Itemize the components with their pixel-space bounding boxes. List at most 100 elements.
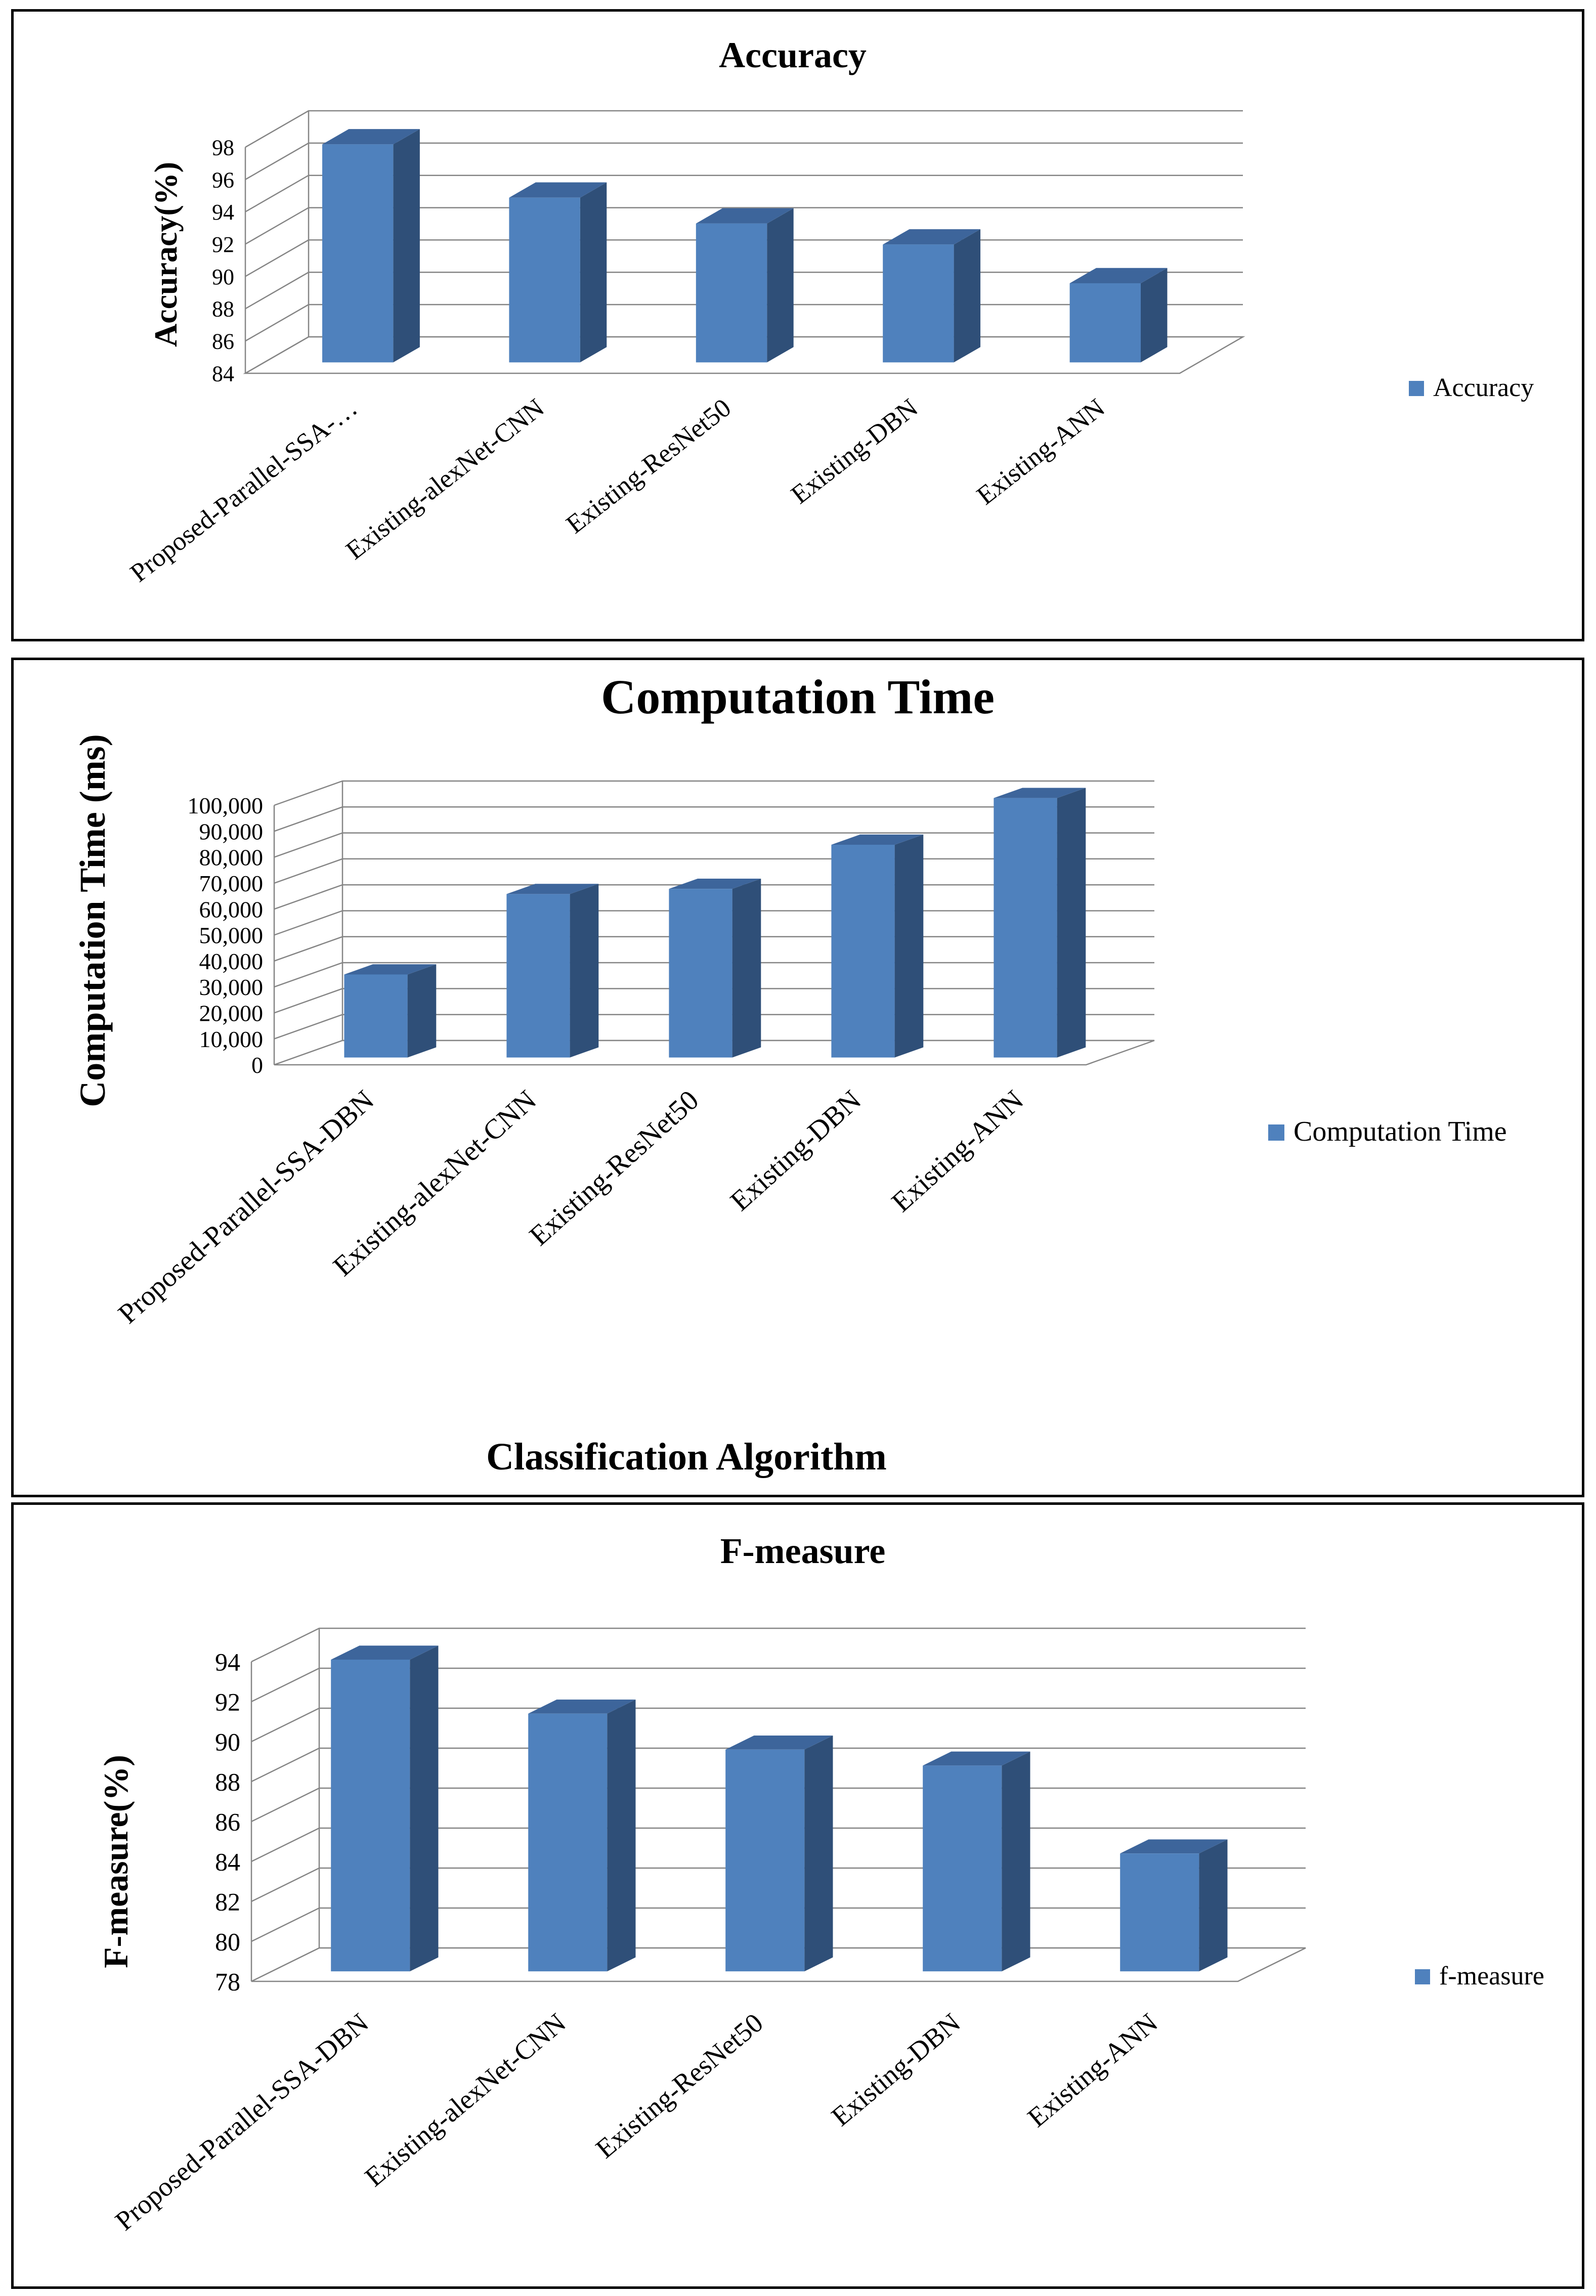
f-measure-chart-panel: F-measure 78 80 82 84 86 88 90 92 94 Proposed-Para…: [11, 1502, 1584, 2289]
bar-4: [1069, 283, 1141, 363]
bar-side: [1199, 1839, 1228, 1972]
y-tick-label: 88: [212, 297, 234, 322]
y-tick-label: 90: [212, 265, 234, 289]
chart-title: Computation Time: [601, 670, 995, 724]
bar-top: [923, 1751, 1030, 1766]
chart-title: Accuracy: [719, 35, 867, 75]
y-tick-label: 92: [215, 1688, 240, 1716]
bar-side: [1057, 788, 1086, 1058]
bar-4: [1120, 1853, 1199, 1972]
bar-1: [506, 894, 570, 1058]
y-tick-label: 10,000: [199, 1026, 264, 1052]
bar-top: [994, 788, 1086, 798]
y-tick-label: 94: [215, 1648, 240, 1676]
bar-top: [322, 129, 420, 145]
x-category-label: Existing-ResNet50: [590, 2007, 768, 2164]
y-tick-label: 90: [215, 1728, 240, 1756]
x-category-label: Proposed-Parallel-SSA-…: [125, 394, 363, 588]
y-tick-label: 70,000: [199, 871, 264, 896]
bar-top: [344, 964, 437, 975]
bar-1: [509, 197, 580, 363]
x-category-label: Existing-ANN: [972, 394, 1110, 511]
bar-3: [883, 244, 954, 363]
y-tick-label: 92: [212, 232, 234, 257]
x-category-label: Existing-ResNet50: [524, 1085, 705, 1252]
y-tick-label: 80: [215, 1928, 240, 1956]
x-category-label: Existing-ANN: [1022, 2007, 1163, 2133]
bar-side: [954, 229, 981, 363]
bar-top: [1069, 268, 1168, 283]
y-tick-label: 80,000: [199, 845, 264, 871]
bar-1: [528, 1713, 608, 1972]
y-tick-label: 84: [212, 361, 234, 386]
y-tick-label: 82: [215, 1888, 240, 1916]
x-category-label: Proposed-Parallel-SSA-DBN: [109, 2007, 374, 2236]
y-tick-label: 90,000: [199, 818, 264, 844]
x-category-label: Existing-DBN: [826, 2007, 966, 2132]
bar-side: [407, 964, 437, 1058]
legend-swatch: [1268, 1124, 1284, 1141]
legend-swatch: [1409, 381, 1424, 396]
bar-top: [1120, 1839, 1228, 1854]
computation-time-chart-panel: Computation Time 0 10,000 20,000 30,000 40,00…: [11, 658, 1584, 1497]
accuracy-chart-panel: Accuracy 84 86 88 90 92 94 96 98 Proposed-Paralle…: [11, 9, 1584, 641]
bar-4: [994, 798, 1057, 1058]
x-category-label: Existing-DBN: [786, 394, 923, 510]
y-tick-label: 86: [215, 1808, 240, 1836]
bar-side: [732, 878, 761, 1058]
bar-top: [509, 182, 607, 198]
bar-top: [696, 208, 794, 224]
y-tick-label: 98: [212, 135, 234, 160]
y-tick-label: 100,000: [188, 793, 264, 818]
bar-side: [607, 1699, 636, 1972]
chart-title: F-measure: [720, 1531, 886, 1571]
y-tick-label: 96: [212, 167, 234, 192]
y-tick-label: 20,000: [199, 1001, 264, 1026]
bar-0: [331, 1660, 410, 1972]
legend-label: f-measure: [1439, 1962, 1544, 1990]
x-category-label: Proposed-Parallel-SSA-DBN: [112, 1085, 380, 1330]
x-axis-label: Classification Algorithm: [486, 1436, 887, 1478]
y-tick-label: 94: [212, 200, 234, 225]
y-tick-label: 60,000: [199, 896, 264, 922]
y-tick-label: 40,000: [199, 948, 264, 974]
bar-2: [669, 889, 732, 1058]
bar-3: [831, 844, 895, 1058]
y-tick-label: 88: [215, 1768, 240, 1796]
legend-swatch: [1415, 1969, 1430, 1984]
y-axis-label: Computation Time (ms): [72, 734, 113, 1107]
bar-side: [804, 1736, 833, 1972]
legend-label: Computation Time: [1293, 1116, 1507, 1147]
y-tick-label: 30,000: [199, 974, 264, 1000]
bar-top: [831, 834, 924, 845]
x-category-label: Existing-ANN: [886, 1085, 1029, 1219]
bar-side: [393, 129, 420, 363]
bar-2: [725, 1749, 805, 1972]
f-measure-chart: F-measure 78 80 82 84 86 88 90 92 94 Proposed-Para…: [97, 1531, 1544, 2236]
x-category-label: Existing-ResNet50: [561, 394, 737, 540]
bar-top: [528, 1699, 636, 1714]
bar-side: [410, 1645, 439, 1972]
bar-top: [331, 1645, 439, 1660]
y-tick-label: 0: [251, 1052, 263, 1078]
y-tick-label: 78: [215, 1968, 240, 1996]
x-category-label: Existing-DBN: [724, 1085, 867, 1218]
y-tick-label: 86: [212, 329, 234, 354]
bar-3: [923, 1765, 1002, 1972]
bar-2: [696, 223, 767, 363]
bar-side: [1140, 268, 1168, 363]
bar-top: [669, 878, 761, 889]
computation-time-chart: Computation Time 010,00020,00030,00040,00…: [72, 670, 1507, 1478]
y-tick-label: 84: [215, 1848, 240, 1876]
bar-side: [1002, 1751, 1030, 1972]
bar-side: [570, 884, 599, 1058]
bar-0: [344, 974, 408, 1058]
legend-label: Accuracy: [1433, 373, 1534, 402]
bar-side: [580, 182, 607, 363]
bar-top: [725, 1736, 833, 1750]
bar-top: [883, 229, 981, 245]
x-category-label: Existing-alexNet-CNN: [341, 394, 550, 566]
x-category-label: Existing-alexNet-CNN: [359, 2007, 572, 2192]
y-tick-label: 50,000: [199, 923, 264, 948]
y-axis-label: F-measure(%): [97, 1755, 135, 1968]
